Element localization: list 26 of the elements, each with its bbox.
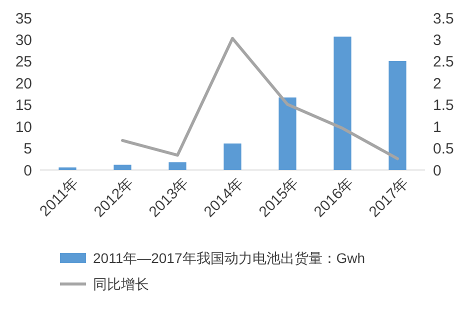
y-tick-label: 20 [15, 75, 32, 92]
bar [388, 60, 406, 170]
y2-tick-label: 3 [433, 32, 442, 49]
bar [278, 97, 296, 170]
y2-tick-label: 1.5 [433, 97, 454, 114]
bar [334, 36, 352, 170]
legend-label: 2011年—2017年我国动力电池出货量：Gwh [93, 250, 366, 266]
y-tick-label: 15 [15, 97, 32, 114]
bar [168, 162, 186, 170]
y2-tick-label: 2 [433, 75, 442, 92]
y2-tick-label: 0 [433, 162, 442, 180]
bar [114, 164, 132, 170]
y2-tick-label: 3.5 [433, 10, 454, 28]
y-tick-label: 35 [15, 10, 32, 28]
bar [224, 144, 242, 170]
y-tick-label: 30 [15, 32, 32, 49]
y-tick-label: 5 [24, 140, 32, 158]
y-tick-label: 0 [24, 162, 32, 180]
y2-tick-label: 0.5 [433, 140, 454, 158]
line-series [121, 36, 399, 160]
y2-tick-label: 2.5 [433, 54, 454, 71]
y-tick-label: 25 [15, 54, 32, 71]
legend-label: 同比增长 [93, 276, 149, 292]
y2-tick-label: 1 [433, 118, 442, 136]
bar [58, 167, 76, 170]
y-tick-label: 10 [15, 118, 32, 136]
